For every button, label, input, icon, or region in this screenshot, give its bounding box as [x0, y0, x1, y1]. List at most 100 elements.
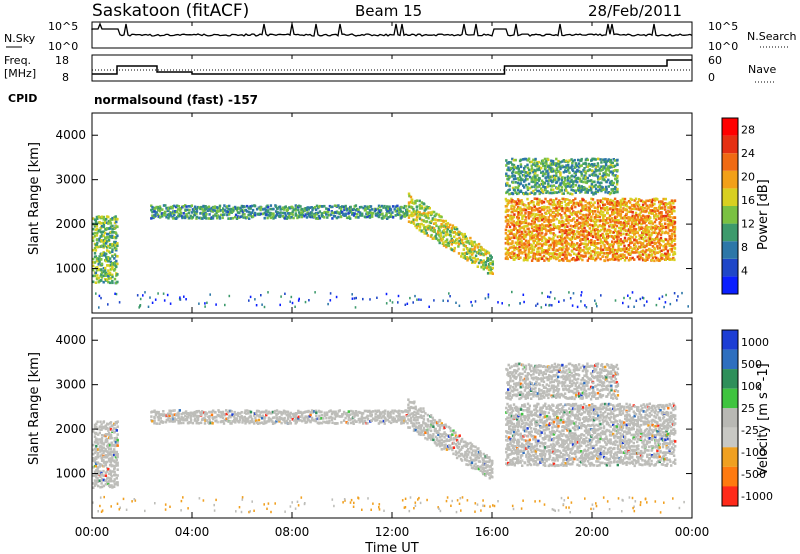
velocity-cell — [92, 448, 95, 452]
power-cell — [603, 239, 607, 243]
velocity-cell — [246, 420, 250, 423]
velocity-cell — [243, 411, 246, 414]
velocity-cell — [107, 429, 110, 432]
velocity-cell — [256, 422, 260, 425]
velocity-cell — [363, 409, 367, 413]
power-cell — [441, 237, 444, 241]
power-cell — [524, 243, 527, 247]
power-cell — [585, 213, 588, 217]
power-cell — [540, 162, 543, 165]
power-cell — [514, 166, 517, 169]
power-cell — [114, 240, 117, 244]
power-cell — [518, 245, 521, 249]
power-cell — [554, 178, 557, 182]
power-cell — [188, 208, 191, 212]
velocity-cell — [95, 469, 98, 472]
power-cell — [514, 246, 517, 250]
power-cell — [564, 198, 568, 201]
power-cell — [369, 211, 373, 215]
power-cell — [600, 185, 603, 189]
power-cell — [508, 168, 511, 172]
velocity-cell — [104, 453, 108, 457]
power-cell — [521, 232, 524, 235]
power-cell — [530, 169, 534, 173]
power-cell — [582, 233, 585, 236]
power-cell — [463, 237, 466, 240]
velocity-cell — [169, 417, 172, 421]
power-cell — [545, 303, 547, 307]
velocity-cell — [326, 413, 329, 417]
power-cell — [164, 210, 167, 214]
velocity-cell — [95, 444, 98, 448]
power-cell — [559, 182, 562, 185]
power-cell — [522, 226, 526, 230]
power-cell — [574, 189, 578, 192]
power-cell — [584, 200, 587, 203]
velocity-cell — [322, 420, 325, 424]
velocity-cell — [265, 413, 268, 417]
velocity-cell — [304, 415, 307, 418]
power-cell — [470, 250, 473, 253]
power-cell — [331, 211, 334, 214]
power-cell — [476, 257, 479, 261]
power-cell — [260, 212, 263, 216]
power-cell — [651, 222, 655, 225]
power-cell — [113, 218, 117, 221]
power-cell — [484, 260, 487, 264]
power-cell — [519, 226, 522, 230]
power-cell — [96, 266, 99, 269]
power-cell — [543, 259, 546, 262]
power-cell — [254, 298, 256, 301]
power-cell — [603, 259, 607, 263]
power-cell — [577, 210, 580, 214]
velocity-cell — [244, 409, 247, 412]
power-cell — [437, 239, 441, 242]
velocity-cell — [106, 455, 109, 459]
power-cell — [540, 201, 544, 205]
power-cell — [116, 234, 119, 238]
power-cell — [651, 226, 655, 229]
velocity-cell — [153, 409, 156, 413]
power-cell — [410, 201, 414, 204]
power-cell — [541, 199, 544, 203]
power-cell — [521, 235, 524, 239]
power-cell — [669, 203, 672, 207]
power-cell — [569, 231, 572, 234]
power-cell — [98, 294, 101, 298]
power-cell — [570, 178, 573, 182]
power-cell — [320, 212, 324, 215]
power-cell — [596, 247, 599, 250]
power-cell — [588, 164, 591, 167]
power-cell — [111, 216, 114, 220]
power-cell — [111, 279, 114, 283]
power-cell — [582, 188, 585, 191]
power-cell — [216, 206, 220, 210]
power-cell — [96, 238, 99, 241]
power-cell — [149, 296, 151, 299]
velocity-cell — [328, 419, 331, 423]
power-cell — [629, 225, 632, 229]
power-cell — [556, 202, 560, 206]
velocity-cell — [102, 455, 106, 459]
velocity-cell — [341, 413, 345, 416]
noise-tick-right-bottom: 10^0 — [708, 40, 738, 53]
power-cell — [507, 166, 510, 169]
power-cell — [216, 216, 219, 220]
power-cell — [506, 181, 509, 185]
power-cell — [630, 216, 634, 219]
power-cell — [605, 221, 608, 225]
power-cell — [588, 218, 591, 222]
power-cell — [455, 301, 457, 304]
power-cell — [113, 216, 116, 219]
power-cell — [154, 214, 157, 218]
power-cell — [541, 170, 545, 174]
power-cell — [662, 202, 665, 206]
power-cell — [542, 185, 545, 188]
power-cell — [294, 212, 297, 215]
power-cell — [505, 172, 508, 176]
power-cell — [623, 197, 627, 201]
power-cell — [666, 223, 670, 226]
power-cell — [533, 220, 536, 224]
power-cell — [480, 265, 483, 269]
power-cell — [156, 213, 160, 217]
